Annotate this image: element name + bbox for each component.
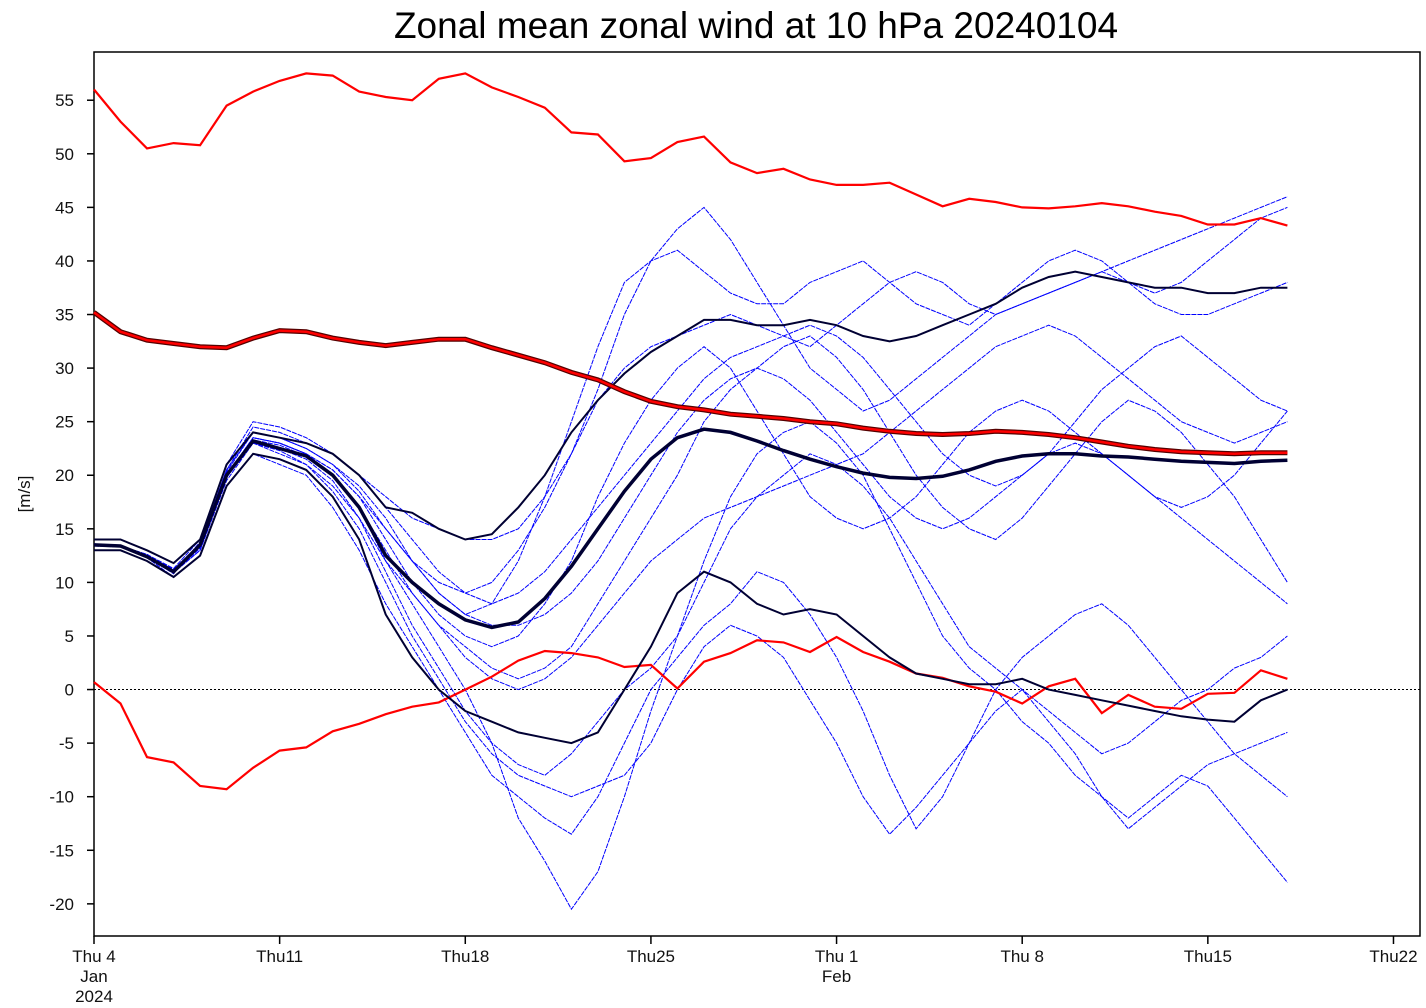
ensemble-member-line <box>93 324 1288 691</box>
ensemble-mean-line <box>93 427 1288 630</box>
ensemble-member-line <box>93 453 1288 835</box>
x-tick-label: Feb <box>822 967 851 986</box>
x-tick-label: Thu11 <box>256 947 303 966</box>
y-tick-label: 25 <box>55 413 74 432</box>
x-tick-label: Thu18 <box>441 947 489 966</box>
ensemble-member-line <box>93 206 1288 616</box>
plot-area: -20 -15 -10 -5 0 5 10 15 20 25 30 35 40 45 50 55 Thu 4Ja… <box>49 51 1421 1006</box>
min-line <box>93 635 1288 791</box>
y-tick-label: 20 <box>55 466 74 485</box>
y-tick-label: 40 <box>55 252 74 271</box>
y-tick-label: 35 <box>55 306 74 325</box>
y-tick-label: 50 <box>55 145 74 164</box>
y-tick-label: 10 <box>55 573 74 592</box>
y-tick-label: 45 <box>55 198 74 217</box>
x-tick-label: Thu 4 <box>72 947 115 966</box>
chart-title: Zonal mean zonal wind at 10 hPa 20240104 <box>394 5 1118 46</box>
x-tick-label: Thu25 <box>627 947 675 966</box>
plot-frame <box>93 51 1421 937</box>
ensemble-member-line <box>93 335 1288 680</box>
ensemble-member-line <box>93 324 1288 605</box>
x-tick-label: Thu 8 <box>1000 947 1043 966</box>
y-axis-label: [m/s] <box>15 476 34 513</box>
y-tick-label: -10 <box>49 788 74 807</box>
y-tick-label: 0 <box>65 681 74 700</box>
y-tick-label: 55 <box>55 91 74 110</box>
max-line <box>93 72 1288 227</box>
ensemble-lower-line <box>94 452 1288 745</box>
ensemble-member-line <box>93 421 1288 911</box>
y-tick-label: 30 <box>55 359 74 378</box>
ensemble-upper-line <box>94 270 1288 565</box>
y-tick-label: 15 <box>55 520 74 539</box>
ensemble-member-line <box>93 346 1288 648</box>
x-tick-label: Thu15 <box>1184 947 1232 966</box>
x-tick-label: Thu 1 <box>815 947 858 966</box>
ensemble-member-line <box>93 271 1288 570</box>
x-tick-label: 2024 <box>75 987 113 1006</box>
climatology-line <box>93 311 1288 456</box>
y-tick-label: -15 <box>49 841 74 860</box>
x-tick-label: Thu22 <box>1369 947 1417 966</box>
y-tick-label: -5 <box>59 734 74 753</box>
x-tick-label: Jan <box>80 967 107 986</box>
y-tick-label: -20 <box>49 895 74 914</box>
ensemble-member-line <box>93 367 1288 626</box>
ensemble-member-line <box>93 442 1288 835</box>
y-tick-label: 5 <box>65 627 74 646</box>
ensemble-member-line <box>93 196 1288 594</box>
